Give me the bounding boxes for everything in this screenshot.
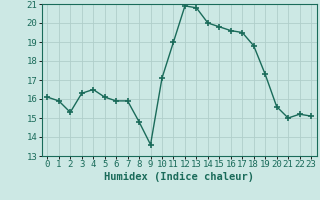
X-axis label: Humidex (Indice chaleur): Humidex (Indice chaleur) (104, 172, 254, 182)
